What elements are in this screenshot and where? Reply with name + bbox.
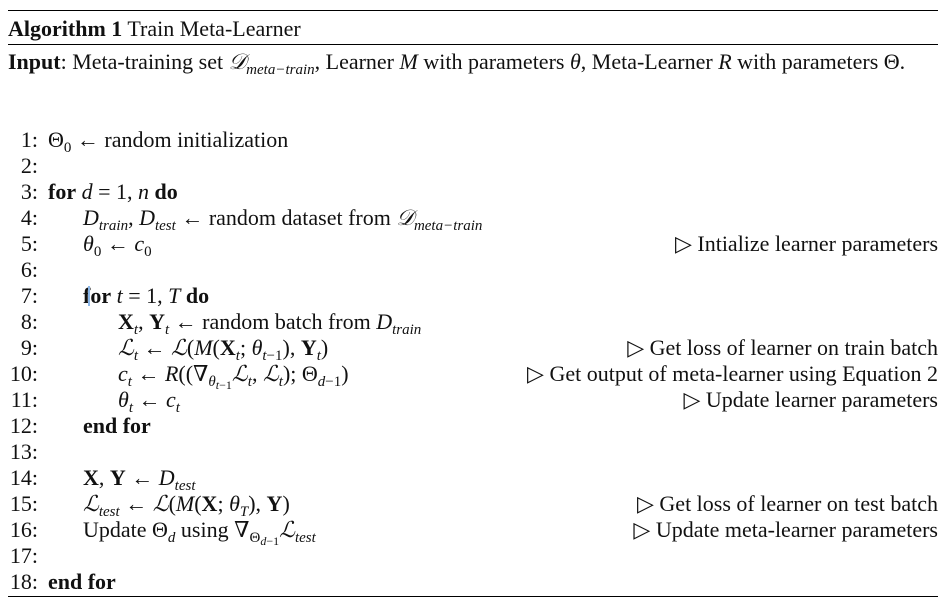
- line-1: 1: Θ0 ← random initialization: [8, 127, 938, 153]
- line-13: 13:: [8, 439, 938, 465]
- line-10: 10: ct ← R((∇θt−1ℒt, ℒt); Θd−1) ▷ Get ou…: [8, 361, 938, 387]
- comment: ▷ Update learner parameters: [683, 387, 938, 413]
- line-18: 18: end for: [8, 569, 938, 595]
- line-11: 11: θt ← ct ▷ Update learner parameters: [8, 387, 938, 413]
- comment: ▷ Get output of meta-learner using Equat…: [527, 361, 938, 387]
- comment: ▷ Intialize learner parameters: [675, 231, 938, 257]
- algorithm-title: Train Meta-Learner: [127, 16, 300, 41]
- line-7: 7: for t = 1, T do: [8, 283, 938, 309]
- text-cursor: [88, 286, 90, 306]
- line-4: 4: Dtrain, Dtest ← random dataset from 𝒟…: [8, 205, 938, 231]
- bottom-rule: [8, 596, 938, 597]
- line-5: 5: θ0 ← c0 ▷ Intialize learner parameter…: [8, 231, 938, 257]
- comment: ▷ Get loss of learner on train batch: [627, 335, 938, 361]
- line-8: 8: Xt, Yt ← random batch from Dtrain: [8, 309, 938, 335]
- input-label: Input: [8, 49, 61, 74]
- line-12: 12: end for: [8, 413, 938, 439]
- line-16: 16: Update Θd using ∇Θd−1ℒtest ▷ Update …: [8, 517, 938, 543]
- line-14: 14: X, Y ← Dtest: [8, 465, 938, 491]
- input-description: Input: Meta-training set 𝒟meta−train, Le…: [8, 48, 938, 77]
- algorithm-label: Algorithm 1: [8, 16, 122, 41]
- comment: ▷ Get loss of learner on test batch: [637, 491, 938, 517]
- algorithm-caption: Algorithm 1 Train Meta-Learner: [8, 16, 301, 42]
- line-3: 3: for d = 1, n do: [8, 179, 938, 205]
- line-15: 15: ℒtest ← ℒ(M(X; θT), Y) ▷ Get loss of…: [8, 491, 938, 517]
- comment: ▷ Update meta-learner parameters: [633, 517, 938, 543]
- line-17: 17:: [8, 543, 938, 569]
- line-6: 6:: [8, 257, 938, 283]
- top-rule: [8, 10, 938, 11]
- line-9: 9: ℒt ← ℒ(M(Xt; θt−1), Yt) ▷ Get loss of…: [8, 335, 938, 361]
- caption-rule: [8, 44, 938, 45]
- line-2: 2:: [8, 153, 938, 179]
